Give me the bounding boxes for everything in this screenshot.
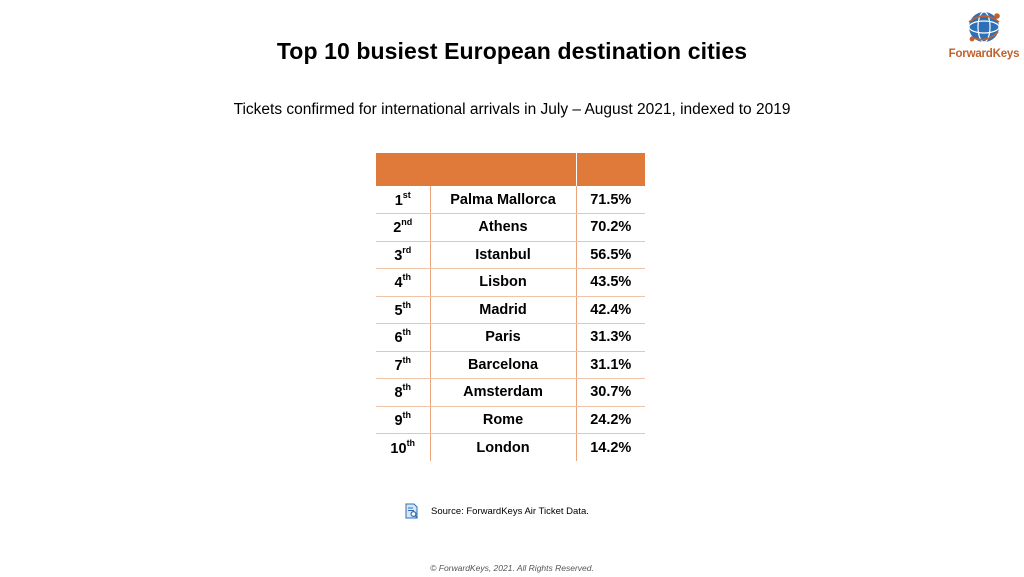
rank-cell: 2nd [376,213,431,242]
rank-cell: 8th [376,378,431,407]
globe-icon [968,11,1000,43]
value-cell: 71.5% [576,186,645,214]
rank-cell: 7th [376,351,431,379]
rank-number: 5 [394,302,403,319]
city-cell: Istanbul [430,241,577,269]
value-cell: 42.4% [576,296,645,324]
city-cell: Palma Mallorca [430,186,577,214]
rank-cell: 3rd [376,241,431,269]
city-cell: Lisbon [430,268,577,297]
city-cell: Athens [430,213,577,242]
header-cell-rank [376,153,577,186]
copyright-text: © ForwardKeys, 2021. All Rights Reserved… [430,563,594,573]
rank-number: 6 [394,330,403,347]
table-row: 6th Paris 31.3% [376,323,645,352]
rank-cell: 9th [376,406,431,434]
rank-number: 4 [394,275,403,292]
rank-suffix: th [406,437,416,448]
rank-number: 2 [393,220,402,237]
city-cell: Madrid [430,296,577,324]
rank-number: 10 [390,440,407,457]
rank-suffix: th [402,354,412,365]
forwardkeys-logo: ForwardKeys [944,8,1024,72]
city-cell: London [430,433,577,461]
value-cell: 31.3% [576,323,645,352]
rank-number: 7 [394,357,403,374]
city-cell: Amsterdam [430,378,577,407]
value-cell: 43.5% [576,268,645,297]
table-row: 7th Barcelona 31.1% [376,351,645,379]
table-row: 8th Amsterdam 30.7% [376,378,645,407]
document-search-icon [405,503,418,519]
source-note: Source: ForwardKeys Air Ticket Data. [405,503,589,519]
page-subtitle: Tickets confirmed for international arri… [233,101,791,118]
table-row: 10th London 14.2% [376,433,645,461]
value-cell: 31.1% [576,351,645,379]
rank-suffix: rd [402,244,412,255]
table-body: 1st Palma Mallorca 71.5% 2nd Athens 70.2% 3rd I… [376,186,645,461]
page-title: Top 10 busiest European destination citi… [276,38,748,64]
rank-number: 1 [394,192,403,209]
rank-cell: 5th [376,296,431,324]
table-row: 5th Madrid 42.4% [376,296,645,324]
rank-number: 9 [394,412,403,429]
logo-text: ForwardKeys [948,48,1020,60]
rank-cell: 6th [376,323,431,352]
value-cell: 56.5% [576,241,645,269]
table-row: 4th Lisbon 43.5% [376,268,645,297]
value-cell: 24.2% [576,406,645,434]
table-row: 1st Palma Mallorca 71.5% [376,186,645,214]
city-cell: Rome [430,406,577,434]
rank-cell: 1st [376,186,431,214]
rank-suffix: th [402,382,412,393]
rank-suffix: st [402,189,411,200]
rank-cell: 10th [376,433,431,461]
rank-suffix: th [402,409,412,420]
value-cell: 30.7% [576,378,645,407]
table-header-row [376,153,645,186]
ranking-table: 1st Palma Mallorca 71.5% 2nd Athens 70.2% 3rd I… [376,153,645,461]
rank-suffix: nd [401,217,413,228]
value-cell: 14.2% [590,439,632,456]
source-text: Source: ForwardKeys Air Ticket Data. [431,505,589,517]
rank-cell: 4th [376,268,431,297]
table-row: 3rd Istanbul 56.5% [376,241,645,269]
header-cell-value [576,153,645,186]
city-cell: Paris [430,323,577,352]
value-cell: 70.2% [576,213,645,242]
rank-number: 3 [394,247,403,264]
rank-number: 8 [394,385,403,402]
rank-suffix: th [402,299,412,310]
rank-suffix: th [402,327,412,338]
table-row: 2nd Athens 70.2% [376,213,645,242]
city-cell: Barcelona [430,351,577,379]
table-row: 9th Rome 24.2% [376,406,645,434]
rank-suffix: th [402,272,412,283]
